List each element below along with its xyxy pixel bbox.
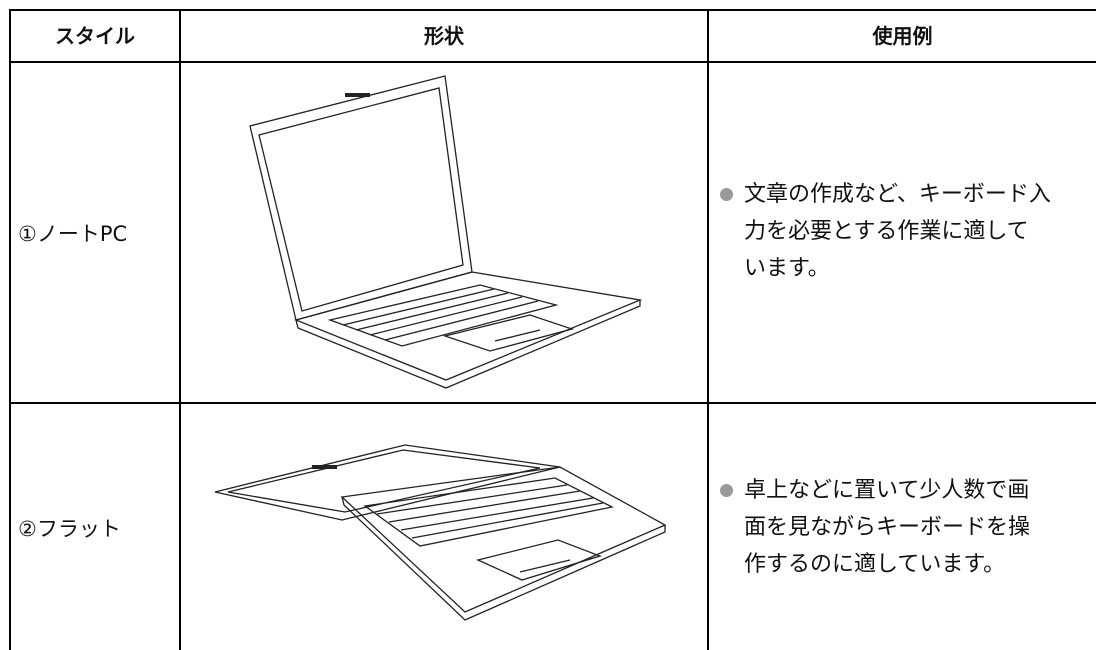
description-line: 力を必要とする作業に適して <box>720 213 1051 250</box>
table-border <box>707 9 709 650</box>
description-text: 作するのに適しています。 <box>744 552 1006 577</box>
description: 文章の作成など、キーボード入 力を必要とする作業に適して います。 <box>720 176 1051 287</box>
bullet <box>720 484 733 497</box>
style-label: ②フラット <box>18 517 121 541</box>
laptop-flat <box>214 444 667 621</box>
description-line: 面を見ながらキーボードを操 <box>720 509 1030 546</box>
description-text: 卓上などに置いて少人数で画 <box>744 478 1030 503</box>
description-line: 作するのに適しています。 <box>720 546 1030 583</box>
description-text: 面を見ながらキーボードを操 <box>744 515 1031 540</box>
header-cell: 使用例 <box>872 24 933 48</box>
description-line: 文章の作成など、キーボード入 <box>720 176 1051 213</box>
description-text: 文章の作成など、キーボード入 <box>744 182 1051 207</box>
description-line: います。 <box>720 250 1051 287</box>
header-cell: 形状 <box>424 24 464 48</box>
description-text: 力を必要とする作業に適して <box>744 219 1029 244</box>
laptop-notebook <box>249 75 643 389</box>
table-border <box>9 9 1096 11</box>
description-line: 卓上などに置いて少人数で画 <box>720 472 1030 509</box>
table-border <box>179 9 181 650</box>
table-border <box>9 9 11 650</box>
bullet <box>720 188 733 201</box>
description: 卓上などに置いて少人数で画 面を見ながらキーボードを操 作するのに適しています。 <box>720 472 1030 583</box>
table-border <box>9 61 1096 63</box>
style-label: ①ノートPC <box>18 222 128 246</box>
table-border <box>9 402 1096 404</box>
header-cell: スタイル <box>55 24 135 48</box>
description-text: います。 <box>744 256 830 281</box>
